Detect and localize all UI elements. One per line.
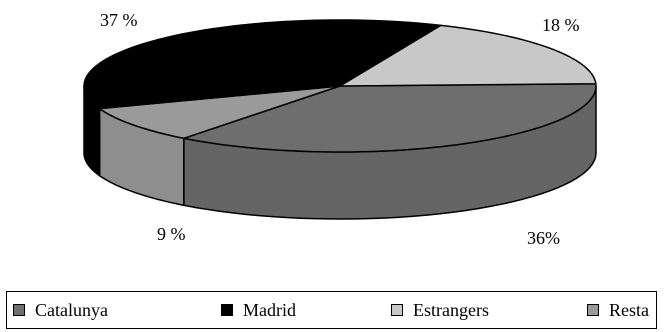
legend-swatch-resta (587, 304, 599, 316)
legend-swatch-catalunya (13, 304, 25, 316)
pie-slice-resta (98, 85, 341, 140)
legend: Catalunya Madrid Estrangers Resta (6, 291, 657, 329)
legend-item-madrid: Madrid (221, 292, 296, 328)
pie-slice-catalunya (183, 82, 597, 153)
legend-label-madrid: Madrid (243, 299, 296, 320)
label-resta: 9 % (157, 224, 186, 244)
pie-slice-estrangers (339, 24, 597, 87)
legend-swatch-madrid (221, 304, 233, 316)
legend-item-estrangers: Estrangers (391, 292, 489, 328)
legend-label-estrangers: Estrangers (413, 299, 489, 320)
label-estrangers: 18 % (542, 15, 580, 35)
pie-top-faces (83, 19, 597, 153)
legend-item-resta: Resta (587, 292, 649, 328)
legend-swatch-estrangers (391, 304, 403, 316)
label-madrid: 37 % (100, 10, 138, 30)
label-catalunya: 36% (527, 228, 560, 248)
legend-item-catalunya: Catalunya (13, 292, 108, 328)
legend-label-resta: Resta (609, 299, 649, 320)
legend-label-catalunya: Catalunya (35, 299, 108, 320)
pie-sides (83, 85, 597, 220)
pie-slice-madrid (83, 19, 442, 110)
